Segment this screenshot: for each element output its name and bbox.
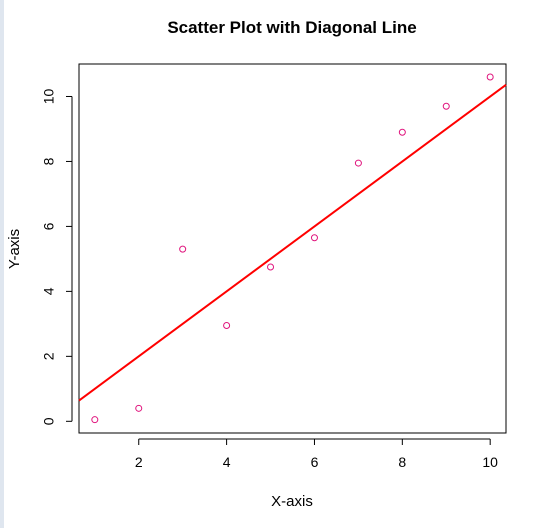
diagonal-line (78, 83, 507, 402)
x-tick-label: 8 (398, 454, 406, 470)
data-points (91, 73, 494, 424)
diagonal-line-layer (78, 83, 507, 402)
data-point (398, 128, 406, 136)
data-point (135, 404, 143, 412)
chart-title: Scatter Plot with Diagonal Line (167, 18, 416, 37)
y-tick-label: 0 (41, 417, 57, 425)
y-tick-label: 2 (41, 352, 57, 360)
y-tick-label: 8 (41, 157, 57, 165)
data-point (179, 245, 187, 253)
plot-box (78, 63, 507, 434)
y-axis: 0 2 4 6 8 10 (41, 88, 73, 425)
x-tick-label: 4 (223, 454, 231, 470)
data-point (442, 102, 450, 110)
data-point (354, 159, 362, 167)
x-tick-label: 10 (482, 454, 498, 470)
data-point (91, 416, 99, 424)
data-point (223, 321, 231, 329)
y-tick-label: 10 (41, 88, 57, 104)
data-point (486, 73, 494, 81)
x-tick-label: 6 (311, 454, 319, 470)
y-axis-label: Y-axis (6, 229, 23, 269)
window-edge (0, 0, 4, 528)
x-tick-label: 2 (135, 454, 143, 470)
x-axis: 2 4 6 8 10 (135, 438, 498, 470)
x-axis-label: X-axis (271, 493, 313, 510)
y-tick-label: 4 (41, 287, 57, 295)
data-point (267, 263, 275, 271)
data-point (310, 234, 318, 242)
y-tick-label: 6 (41, 222, 57, 230)
